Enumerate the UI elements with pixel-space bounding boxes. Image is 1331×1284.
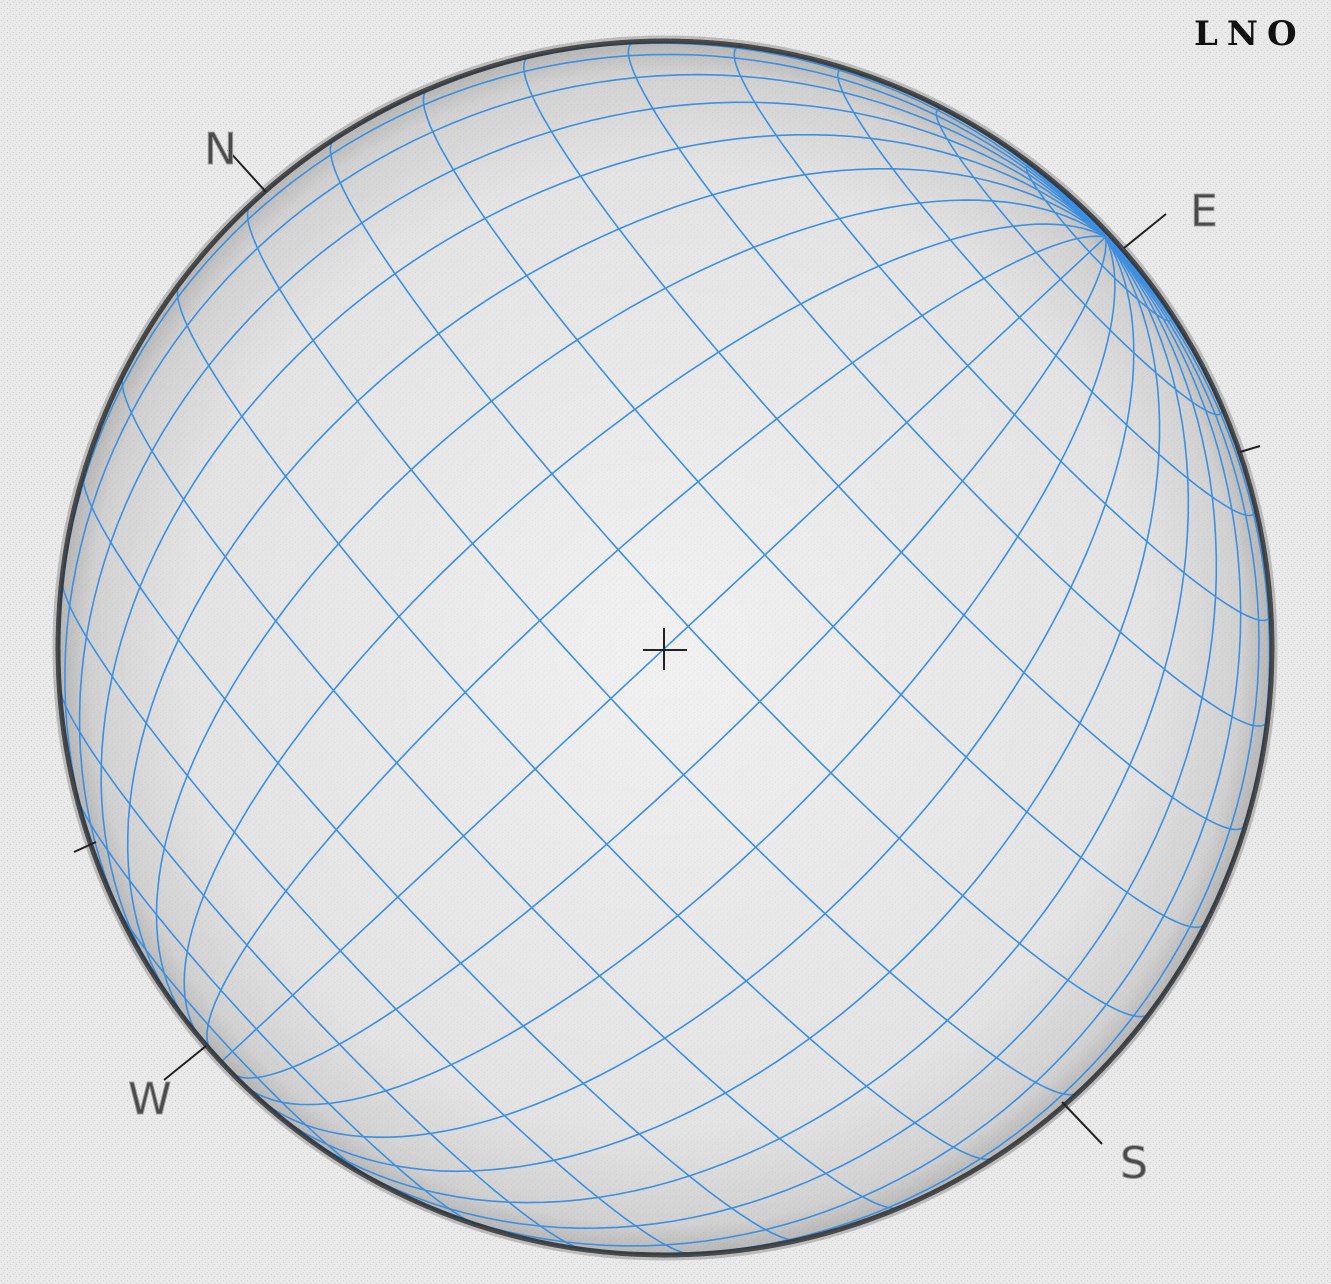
sun-limb bbox=[55, 38, 1275, 1258]
south-tick bbox=[1061, 1101, 1103, 1145]
south-label: S bbox=[1120, 1138, 1148, 1189]
longitude-line bbox=[279, 236, 1190, 1204]
rotation-axis-tick-right bbox=[1239, 445, 1261, 453]
observatory-label: LNO bbox=[1194, 14, 1306, 54]
longitude-line bbox=[126, 168, 1107, 1011]
west-tick bbox=[163, 1045, 207, 1081]
longitude-line bbox=[64, 73, 1107, 898]
longitude-line bbox=[240, 236, 1116, 1106]
longitude-line bbox=[317, 236, 1218, 1230]
longitude-line bbox=[155, 199, 1107, 1031]
longitude-line bbox=[220, 236, 1107, 1063]
longitude-line bbox=[206, 235, 1106, 1052]
center-crosshair-icon bbox=[643, 628, 687, 670]
sun-limb-halo bbox=[52, 35, 1278, 1261]
north-tick bbox=[227, 149, 267, 193]
longitude-line bbox=[269, 236, 1161, 1173]
longitude-line bbox=[100, 134, 1107, 1000]
north-label: N bbox=[204, 124, 237, 175]
heliographic-grid bbox=[58, 41, 1272, 1255]
rotation-axis-tick-left bbox=[73, 841, 97, 853]
longitude-line bbox=[78, 101, 1107, 961]
east-tick bbox=[1123, 213, 1167, 249]
longitude-line bbox=[250, 236, 1135, 1138]
longitude-line bbox=[377, 236, 1242, 1247]
west-label: W bbox=[128, 1074, 172, 1125]
longitude-line bbox=[183, 223, 1106, 1041]
east-label: E bbox=[1190, 186, 1218, 237]
longitude-line bbox=[230, 237, 1107, 1079]
